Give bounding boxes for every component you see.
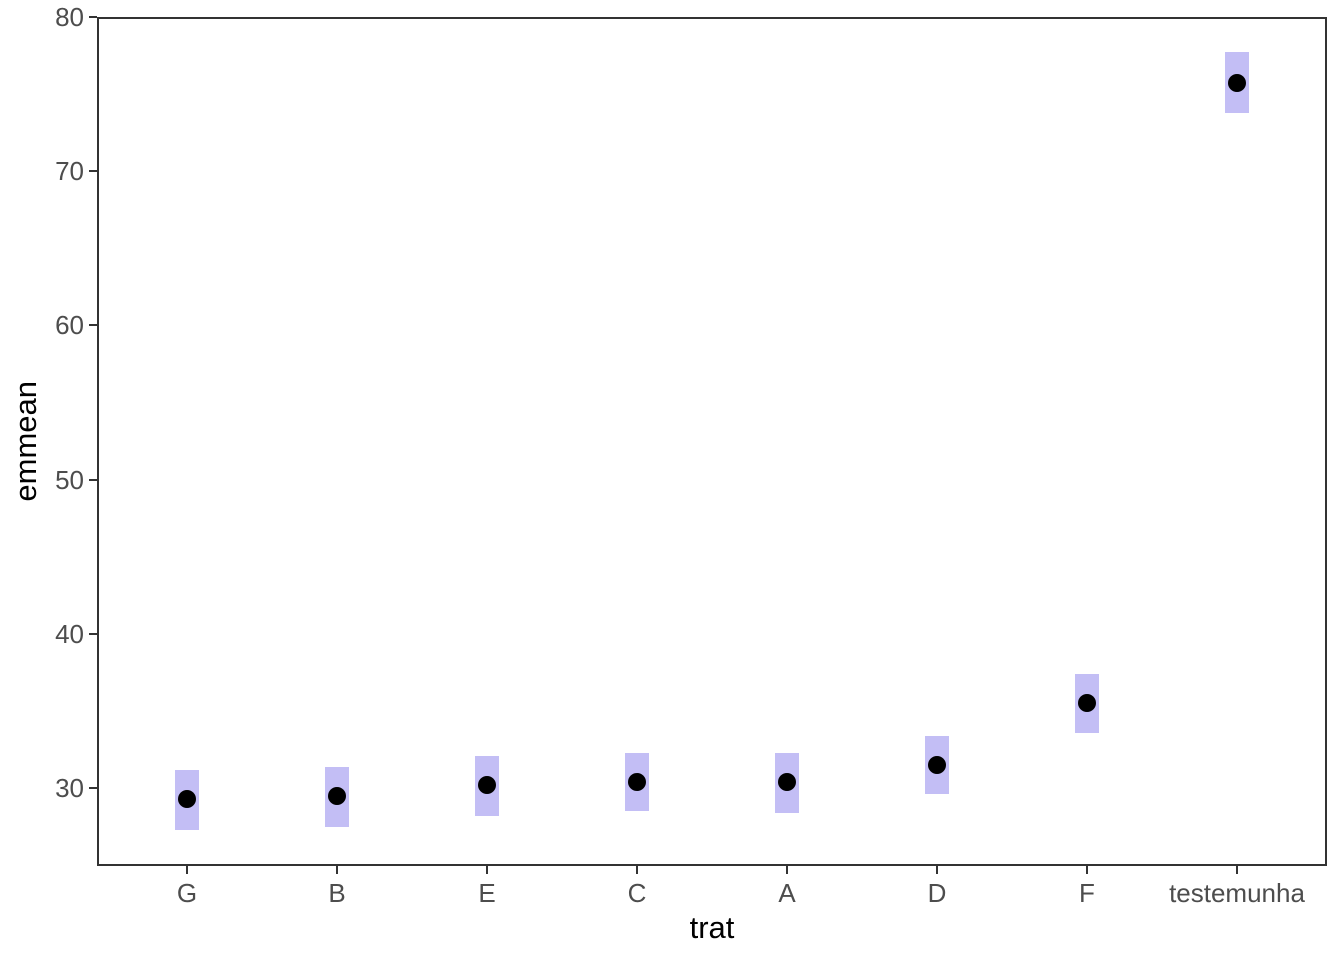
y-tick-label: 30 bbox=[55, 773, 84, 804]
mean-point bbox=[1228, 74, 1246, 93]
y-tick-mark bbox=[89, 170, 97, 173]
mean-point bbox=[478, 776, 496, 795]
x-category-label: A bbox=[778, 878, 796, 908]
x-category-label: F bbox=[1079, 878, 1095, 908]
mean-point bbox=[928, 755, 946, 774]
y-tick-mark bbox=[89, 632, 97, 635]
y-tick-label: 70 bbox=[55, 156, 84, 187]
x-tick-mark bbox=[1086, 866, 1088, 874]
mean-point bbox=[1078, 694, 1096, 713]
y-tick-label: 80 bbox=[55, 2, 84, 32]
x-category-label: E bbox=[478, 878, 496, 908]
x-tick-mark bbox=[336, 866, 338, 874]
y-tick-mark bbox=[89, 478, 97, 481]
x-axis-title: trat bbox=[689, 910, 735, 945]
plot-panel bbox=[97, 17, 1327, 866]
y-tick-mark bbox=[89, 16, 97, 18]
mean-point bbox=[328, 786, 346, 805]
x-category-label: D bbox=[927, 878, 947, 908]
x-tick-mark bbox=[1236, 866, 1238, 874]
x-tick-mark bbox=[786, 866, 788, 874]
y-tick-label: 40 bbox=[55, 618, 84, 649]
x-category-label: C bbox=[627, 878, 647, 908]
x-tick-mark bbox=[936, 866, 938, 874]
mean-point bbox=[178, 789, 196, 808]
y-tick-label: 60 bbox=[55, 310, 84, 341]
mean-point bbox=[778, 772, 796, 791]
x-tick-mark bbox=[186, 866, 188, 874]
mean-point bbox=[628, 772, 646, 791]
x-tick-mark bbox=[636, 866, 638, 874]
x-tick-mark bbox=[486, 866, 488, 874]
y-tick-mark bbox=[89, 787, 97, 790]
x-category-label: testemunha bbox=[1169, 878, 1305, 908]
y-tick-label: 50 bbox=[55, 464, 84, 495]
y-tick-mark bbox=[89, 324, 97, 327]
x-category-label: B bbox=[328, 878, 346, 908]
x-category-label: G bbox=[176, 878, 198, 908]
y-axis-title: emmean bbox=[4, 17, 48, 866]
